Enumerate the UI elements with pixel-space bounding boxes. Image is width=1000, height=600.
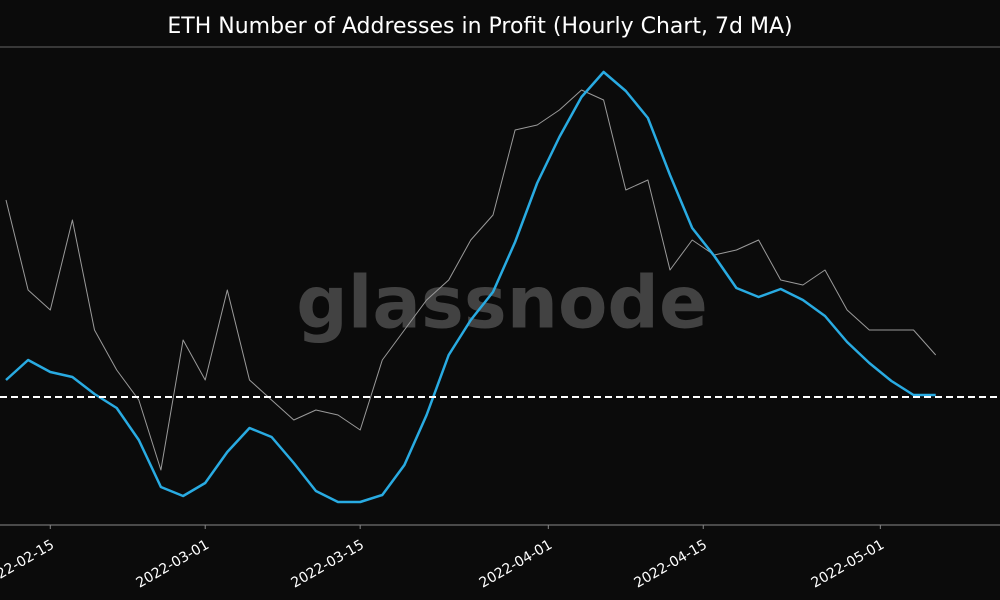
chart-title: ETH Number of Addresses in Profit (Hourl… [167,14,792,39]
raw-line [5,89,937,471]
ma-line [5,70,936,504]
